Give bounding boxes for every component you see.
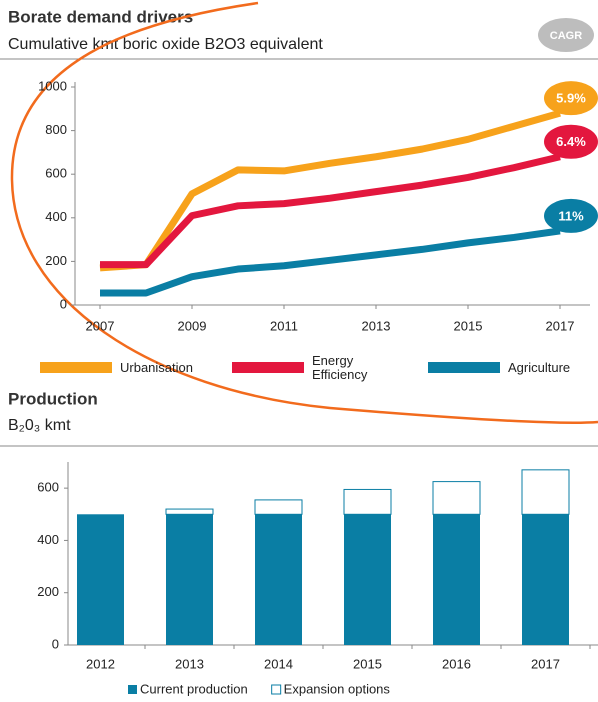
hand-drawn-ellipse [10,1,598,424]
bar-segment [433,514,480,645]
legend-label-box: Energy Efficiency [312,353,368,382]
bar-segment [166,514,213,645]
line-series [100,227,561,297]
chart-title: Borate demand drivers [8,7,193,26]
legend-swatch [232,362,304,373]
legend-swatch [271,684,282,695]
line-series [99,109,561,272]
legend-label: Agriculture [508,360,571,375]
chart-subtitle: Cumulative kmt boric oxide B2O3 equivale… [8,36,323,53]
legend-label: Current production [140,681,248,696]
cagr-bubble [544,81,598,116]
legend-swatch [128,685,137,694]
legend-label: Energy Efficiency [312,353,368,382]
legend-label: Expansion options [284,681,391,696]
x-tick-label: 2015 [353,656,382,671]
bar-segment [344,514,391,645]
bar-segment [343,488,392,515]
bar-segment [77,514,124,645]
y-tick-label: 200 [45,253,67,268]
y-tick-label: 200 [37,584,59,599]
legend-label: Urbanisation [120,360,193,375]
x-tick-label: 2009 [178,318,207,333]
legend-label-box: Urbanisation [120,360,193,375]
cagr-bubble [544,198,598,233]
bar-segment [522,514,569,645]
legend-swatch [428,362,500,373]
x-tick-label: 2015 [454,318,483,333]
cagr-label: 11% [558,208,584,223]
chart-subtitle: B₂0₃ kmt [8,417,71,434]
chart-title: Production [8,389,98,408]
x-tick-label: 2013 [362,318,391,333]
cagr-label: 5.9% [556,91,586,106]
x-tick-label: 2017 [546,318,575,333]
cagr-bubble [544,124,598,159]
x-tick-label: 2017 [531,656,560,671]
bar-segment [165,508,214,515]
y-tick-label: 600 [45,166,67,181]
y-tick-label: 600 [37,480,59,495]
x-tick-label: 2013 [175,656,204,671]
x-tick-label: 2011 [270,318,298,333]
bar-segment [254,499,303,515]
bar-segment [255,514,302,645]
bar-segment [432,481,481,515]
y-tick-label: 400 [45,209,67,224]
y-tick-label: 0 [52,636,59,651]
cagr-badge [538,18,594,52]
line-series [100,153,561,269]
x-tick-label: 2014 [264,656,293,671]
cagr-label: 6.4% [556,134,586,149]
x-tick-label: 2012 [86,656,115,671]
legend-swatch [40,362,112,373]
bar-segment [521,469,570,515]
y-tick-label: 400 [37,532,59,547]
x-tick-label: 2007 [86,318,115,333]
y-tick-label: 800 [45,122,67,137]
x-tick-label: 2016 [442,656,471,671]
legend-label-box: Agriculture [508,360,571,375]
y-tick-label: 0 [60,296,67,311]
y-tick-label: 1000 [38,78,67,93]
cagr-badge-label: CAGR [550,30,582,42]
